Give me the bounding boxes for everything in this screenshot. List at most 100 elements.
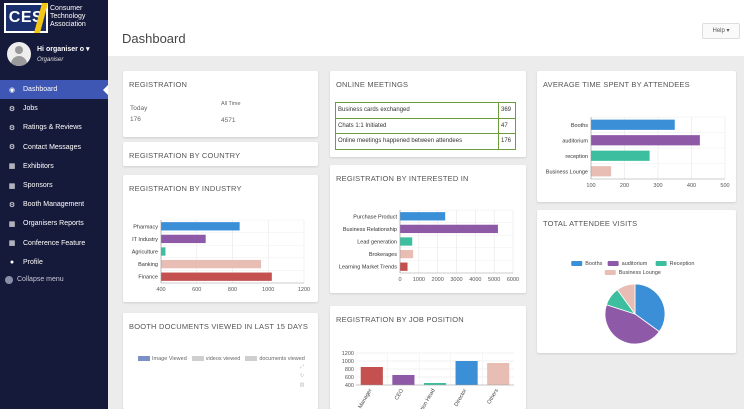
meeting-label: Online meetings happened between attende… [335, 133, 499, 150]
grid-icon: ▦ [8, 220, 16, 228]
chart-toolbox[interactable]: ⤢ ↻ ▥ [299, 363, 305, 390]
interest-chart: 0 1000 2000 3000 4000 5000 6000 Purchase Produc… [339, 209, 519, 283]
legend-label: videos viewed [205, 356, 241, 362]
x-tick-label: 400 [156, 287, 165, 293]
category-label: Agriculture [132, 250, 158, 256]
sidebar-menu: ◉ Dashboard ⚙ Jobs ⚙ Ratings & Reviews ⚙ Contac… [0, 80, 108, 288]
bar [591, 166, 612, 177]
zoom-icon[interactable]: ⤢ [299, 364, 304, 370]
card-title: AVERAGE TIME SPENT BY ATTENDEES [543, 80, 690, 89]
category-label: Business Lounge [546, 169, 588, 175]
bar-chart-icon[interactable]: ▥ [299, 382, 305, 388]
card-title: ONLINE MEETINGS [336, 80, 409, 89]
sidebar-item-organisers-reports[interactable]: ▦ Organisers Reports [0, 214, 108, 233]
x-tick-label: 100 [586, 183, 595, 189]
gear-icon: ⚙ [8, 124, 16, 132]
avatar [7, 42, 31, 66]
category-label: Booths [571, 123, 588, 129]
sidebar-item-dashboard[interactable]: ◉ Dashboard [0, 80, 108, 100]
page-title: Dashboard [122, 31, 186, 46]
bar [400, 237, 413, 246]
sidebar-item-label: Sponsors [23, 182, 53, 190]
x-tick-label: 600 [192, 287, 201, 293]
sidebar-item-label: Exhibitors [23, 162, 54, 170]
bar [400, 262, 408, 271]
gear-icon: ⚙ [8, 144, 16, 152]
table-row: Business cards exchanged 369 [335, 102, 516, 119]
sidebar-item-jobs[interactable]: ⚙ Jobs [0, 99, 108, 118]
bar [591, 150, 650, 161]
category-label: Learning Market Trends [339, 265, 397, 271]
user-role: Organiser [37, 57, 64, 63]
ces-logo[interactable]: CES Consumer Technology Association [4, 3, 104, 33]
category-label: reception [565, 154, 588, 160]
legend-label: auditorium [622, 261, 648, 267]
bar [161, 222, 240, 231]
legend-item[interactable]: Image Viewed [138, 356, 187, 362]
gear-icon: ⚙ [8, 105, 16, 113]
x-tick-label: 1200 [298, 287, 310, 293]
card-title: TOTAL ATTENDEE VISITS [543, 219, 638, 228]
sidebar-item-conference-feature[interactable]: ▦ Conference Feature [0, 234, 108, 253]
sidebar-item-label: Conference Feature [23, 239, 86, 247]
legend-swatch [245, 356, 258, 362]
meeting-value: 369 [498, 102, 516, 119]
refresh-icon[interactable]: ↻ [299, 373, 305, 379]
dashboard-icon: ◉ [8, 86, 16, 94]
y-tick-label: 800 [345, 367, 354, 373]
category-label: Manager [357, 388, 373, 409]
category-label: Director [454, 388, 469, 408]
user-profile[interactable]: Hi organiser o ▾ Organiser [7, 42, 105, 70]
logo-text: Consumer Technology Association [50, 5, 86, 29]
collapse-icon [5, 275, 13, 284]
bar [591, 135, 700, 146]
sidebar-item-ratings-reviews[interactable]: ⚙ Ratings & Reviews [0, 118, 108, 137]
online-meetings-table: Business cards exchanged 369 Chats 1:1 Ini… [335, 102, 516, 150]
card-title: BOOTH DOCUMENTS VIEWED IN LAST 15 DAYS [129, 322, 309, 331]
sidebar-item-label: Profile [23, 258, 43, 266]
legend-label: Booths [585, 261, 602, 267]
sidebar-item-label: Jobs [23, 105, 38, 113]
alltime-label: All Time [221, 101, 241, 107]
legend-item[interactable]: documents viewed [245, 356, 305, 362]
header: Dashboard Help ▾ [108, 0, 744, 56]
legend-item[interactable]: videos viewed [191, 356, 241, 362]
bar [161, 247, 166, 256]
card-title: REGISTRATION BY INTERESTED IN [336, 174, 469, 183]
category-label: Others [486, 388, 500, 406]
sidebar-item-label: Organisers Reports [23, 220, 84, 228]
table-row: Online meetings happened between attende… [335, 133, 516, 150]
category-label: Lead generation [357, 240, 397, 246]
gear-icon: ⚙ [8, 201, 16, 209]
sidebar-item-label: Dashboard [23, 86, 58, 94]
grid-icon: ▦ [8, 163, 16, 171]
average-time-chart: 100 200 300 400 500 Booths auditorium reception… [546, 116, 730, 189]
sidebar-item-label: Contact Messages [23, 143, 81, 151]
legend-swatch [191, 356, 204, 362]
x-tick-label: 200 [620, 183, 629, 189]
bar [161, 272, 272, 281]
pie-slice [634, 283, 666, 333]
sidebar-item-profile[interactable]: ● Profile [0, 253, 108, 272]
bar [423, 383, 447, 385]
logo-line-1: Consumer [50, 5, 83, 12]
sidebar-item-exhibitors[interactable]: ▦ Exhibitors [0, 157, 108, 176]
sidebar-item-contact-messages[interactable]: ⚙ Contact Messages [0, 138, 108, 157]
help-button[interactable]: Help ▾ [702, 23, 740, 39]
x-tick-label: 6000 [507, 277, 519, 283]
total-visits-card: TOTAL ATTENDEE VISITS Booths auditorium Re… [537, 210, 736, 353]
meeting-label: Chats 1:1 Initiated [335, 117, 499, 134]
booth-documents-card: BOOTH DOCUMENTS VIEWED IN LAST 15 DAYS I… [123, 313, 318, 409]
bar [455, 361, 478, 385]
card-title: REGISTRATION BY JOB POSITION [336, 315, 464, 324]
collapse-menu-button[interactable]: Collapse menu [0, 272, 108, 288]
category-label: IT Industry [132, 237, 158, 243]
sidebar-item-booth-management[interactable]: ⚙ Booth Management [0, 195, 108, 214]
sidebar-item-sponsors[interactable]: ▦ Sponsors [0, 176, 108, 195]
bar [161, 259, 262, 269]
user-name[interactable]: Hi organiser o ▾ [37, 45, 90, 53]
legend-label: documents viewed [259, 356, 305, 362]
avatar-body [11, 56, 27, 66]
category-label: auditorium [562, 138, 588, 144]
sidebar-item-label: Booth Management [23, 201, 85, 209]
